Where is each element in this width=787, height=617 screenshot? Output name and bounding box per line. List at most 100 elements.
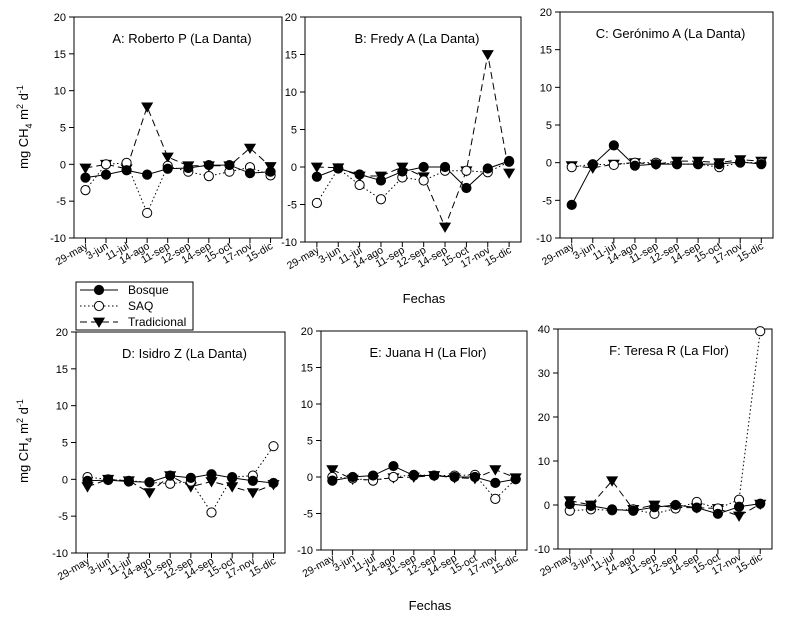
plot-frame (557, 328, 773, 550)
data-point-legend-bosque-0 (93, 284, 105, 296)
data-point-saq-3 (142, 207, 153, 219)
data-point-bosque-4 (650, 159, 662, 170)
y-tick-label: 5 (62, 438, 68, 450)
data-point-bosque-4 (649, 502, 660, 513)
data-point-bosque-1 (347, 471, 358, 483)
y-tick-label: -5 (56, 196, 66, 208)
data-point-saq-6 (203, 171, 214, 182)
y-tick-label: 15 (56, 364, 68, 376)
data-point-bosque-7 (227, 472, 238, 483)
y-tick-label: 5 (60, 123, 66, 135)
data-point-bosque-6 (692, 159, 704, 170)
data-point-saq-2 (608, 159, 619, 171)
data-point-tradicional-8 (243, 143, 257, 155)
y-tick-label: -5 (542, 195, 552, 207)
data-point-legend-tradicional-2 (92, 317, 106, 328)
y-tick-label: 0 (291, 162, 297, 174)
data-point-tradicional-2 (606, 476, 619, 487)
chart-panel: -10-50510152029-may3-jun11-jul14-ago11-s… (536, 7, 774, 268)
data-point-bosque-0 (311, 171, 322, 182)
series-line-bosque (571, 144, 762, 206)
data-point-bosque-1 (333, 163, 344, 174)
y-tick-label: -10 (534, 544, 550, 556)
y-tick-label: 10 (538, 456, 550, 468)
data-point-bosque-6 (206, 469, 217, 480)
data-point-bosque-6 (439, 161, 451, 173)
y-tick-label: 20 (54, 12, 66, 24)
data-point-bosque-8 (247, 475, 258, 486)
series-line-tradicional (332, 469, 516, 481)
data-point-bosque-8 (735, 156, 746, 168)
y-tick-label: -5 (287, 200, 297, 212)
data-point-saq-0 (311, 197, 322, 209)
y-tick-label: 20 (538, 412, 550, 424)
y-tick-label: 30 (538, 368, 550, 380)
panel-title: F: Teresa R (La Flor) (609, 343, 729, 358)
data-point-tradicional-0 (326, 465, 339, 476)
y-tick-label: -10 (52, 548, 68, 560)
legend-label: SAQ (128, 299, 153, 313)
data-point-bosque-9 (510, 474, 521, 485)
y-tick-label: 20 (285, 12, 297, 24)
data-point-bosque-8 (733, 501, 745, 512)
data-point-bosque-3 (144, 477, 155, 488)
chart-panel: -10-50510152029-may3-jun11-jul14-ago11-s… (297, 326, 528, 580)
y-tick-label: 10 (54, 86, 66, 98)
data-point-saq-3 (375, 194, 387, 205)
data-point-bosque-9 (268, 477, 279, 489)
data-point-bosque-3 (142, 169, 153, 180)
series-line-bosque (85, 164, 271, 179)
data-point-bosque-7 (714, 159, 725, 170)
data-point-bosque-4 (165, 470, 176, 481)
data-point-bosque-3 (629, 160, 641, 171)
panel-title: D: Isidro Z (La Danta) (122, 346, 247, 361)
y-tick-label: 5 (546, 120, 552, 132)
y-tick-label: 0 (546, 158, 552, 170)
plot-frame (559, 11, 774, 239)
y-tick-label: -5 (303, 509, 313, 521)
data-point-bosque-7 (461, 182, 472, 194)
data-point-bosque-3 (375, 175, 387, 186)
data-point-bosque-2 (123, 476, 134, 487)
data-point-bosque-2 (608, 140, 619, 151)
plot-frame (75, 331, 286, 554)
data-point-bosque-9 (504, 155, 515, 167)
series-line-saq (316, 161, 510, 204)
y-tick-label: 15 (285, 50, 297, 62)
data-point-saq-5 (418, 175, 429, 186)
data-point-saq-1 (100, 159, 112, 170)
y-tick-label: -5 (58, 511, 68, 523)
y-tick-label: 15 (540, 45, 552, 57)
series-line-tradicional (569, 480, 761, 517)
data-point-tradicional-4 (161, 152, 174, 163)
data-point-bosque-4 (397, 166, 408, 177)
data-point-saq-7 (461, 165, 472, 176)
data-point-bosque-7 (224, 159, 235, 171)
panel-title: C: Gerónimo A (La Danta) (596, 26, 746, 41)
data-point-saq-8 (490, 493, 501, 504)
data-point-legend-saq-1 (93, 300, 105, 312)
y-tick-label: 10 (540, 82, 552, 94)
data-point-bosque-2 (606, 504, 618, 515)
data-point-bosque-0 (327, 475, 338, 486)
data-point-bosque-4 (408, 470, 419, 481)
data-point-tradicional-0 (79, 163, 92, 174)
data-point-bosque-3 (388, 460, 399, 472)
plot-frame (320, 330, 528, 551)
data-point-tradicional-8 (246, 488, 259, 499)
y-tick-label: 0 (544, 500, 550, 512)
data-point-bosque-9 (755, 498, 766, 509)
data-point-bosque-1 (585, 500, 597, 511)
y-axis-labels: mg CH4 m2 d-1 mg CH4 m2 d-1 (15, 85, 34, 483)
x-axis-label-bottom: Fechas (409, 598, 452, 613)
y-tick-label: 10 (301, 399, 313, 411)
data-point-bosque-2 (367, 470, 379, 481)
data-point-bosque-7 (469, 471, 481, 483)
y-tick-label: 0 (60, 159, 66, 171)
series-line-tradicional (87, 475, 274, 494)
y-tick-label: 15 (54, 49, 66, 61)
y-tick-label: 20 (56, 327, 68, 339)
data-point-bosque-2 (121, 165, 132, 176)
legend: Bosque SAQ Tradicional (75, 281, 194, 331)
data-point-tradicional-8 (732, 511, 746, 522)
